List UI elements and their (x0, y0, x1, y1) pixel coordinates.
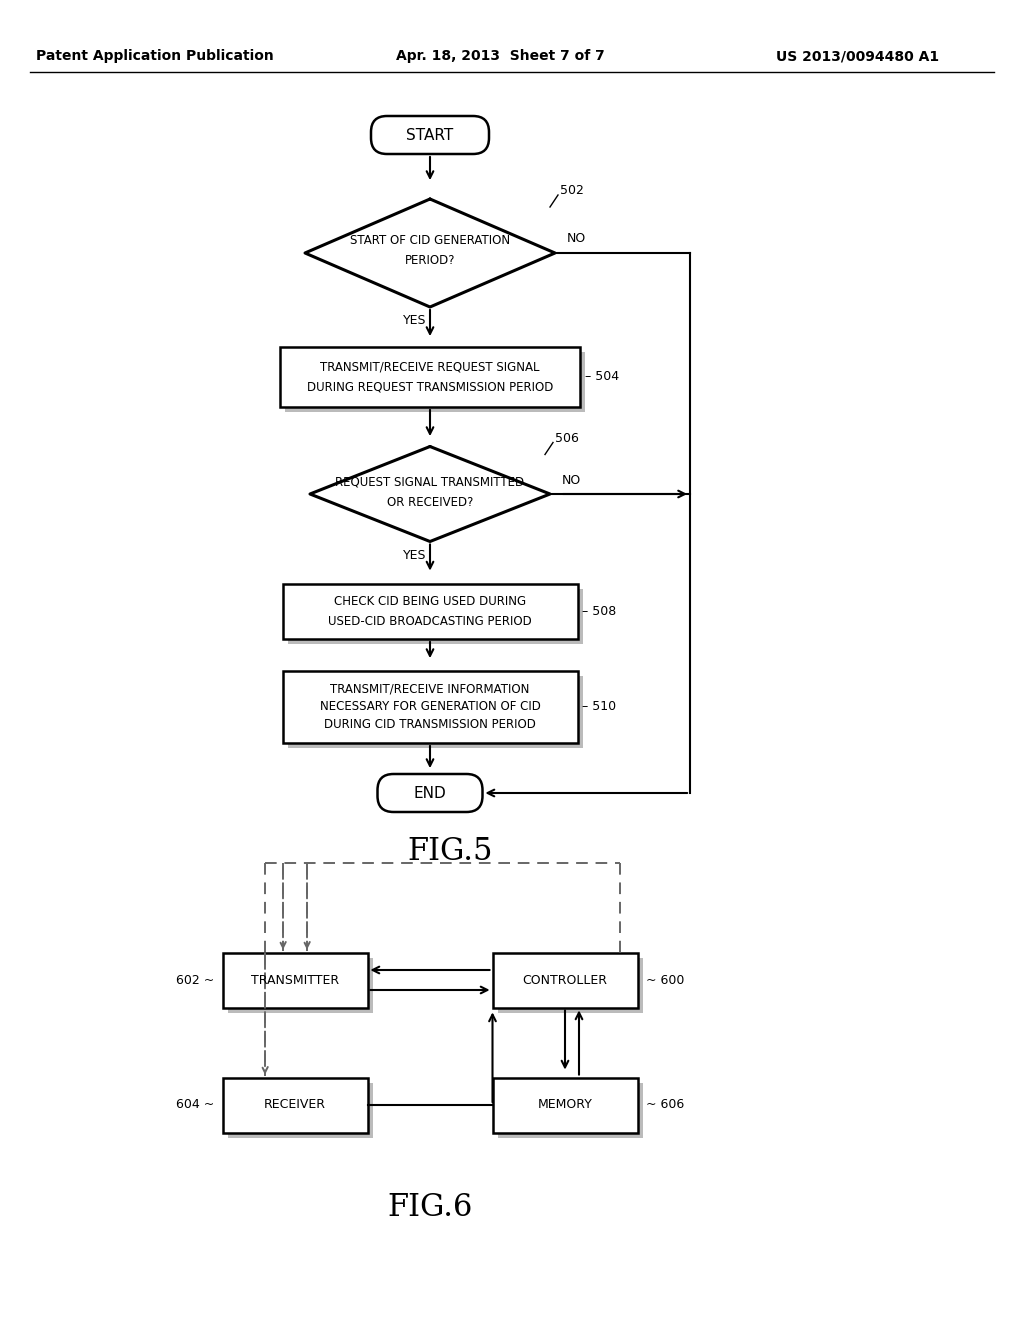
FancyBboxPatch shape (371, 116, 489, 154)
Text: REQUEST SIGNAL TRANSMITTED: REQUEST SIGNAL TRANSMITTED (336, 475, 524, 488)
Text: CHECK CID BEING USED DURING: CHECK CID BEING USED DURING (334, 595, 526, 609)
Text: DURING CID TRANSMISSION PERIOD: DURING CID TRANSMISSION PERIOD (324, 718, 536, 731)
Text: RECEIVER: RECEIVER (264, 1098, 326, 1111)
Text: TRANSMIT/RECEIVE REQUEST SIGNAL: TRANSMIT/RECEIVE REQUEST SIGNAL (321, 360, 540, 374)
FancyBboxPatch shape (222, 953, 368, 1007)
Text: DURING REQUEST TRANSMISSION PERIOD: DURING REQUEST TRANSMISSION PERIOD (307, 380, 553, 393)
Text: 502: 502 (560, 185, 584, 198)
FancyBboxPatch shape (493, 1077, 638, 1133)
Text: FIG.5: FIG.5 (408, 836, 493, 866)
Text: – 508: – 508 (583, 605, 616, 618)
Polygon shape (310, 446, 550, 541)
FancyBboxPatch shape (222, 1077, 368, 1133)
Text: NECESSARY FOR GENERATION OF CID: NECESSARY FOR GENERATION OF CID (319, 701, 541, 714)
Text: 604 ~: 604 ~ (176, 1098, 214, 1111)
Text: ~ 600: ~ 600 (645, 974, 684, 986)
Text: MEMORY: MEMORY (538, 1098, 593, 1111)
Text: US 2013/0094480 A1: US 2013/0094480 A1 (776, 49, 940, 63)
Text: START OF CID GENERATION: START OF CID GENERATION (350, 235, 510, 248)
Text: – 510: – 510 (583, 701, 616, 714)
Text: Patent Application Publication: Patent Application Publication (36, 49, 273, 63)
FancyBboxPatch shape (378, 774, 482, 812)
FancyBboxPatch shape (283, 671, 578, 743)
Text: CONTROLLER: CONTROLLER (522, 974, 607, 986)
Polygon shape (305, 199, 555, 308)
Text: YES: YES (403, 549, 427, 562)
FancyBboxPatch shape (285, 352, 585, 412)
FancyBboxPatch shape (493, 953, 638, 1007)
Text: NO: NO (567, 232, 587, 246)
FancyBboxPatch shape (280, 347, 580, 407)
FancyBboxPatch shape (283, 583, 578, 639)
Text: TRANSMITTER: TRANSMITTER (251, 974, 339, 986)
Text: NO: NO (562, 474, 582, 487)
Text: 602 ~: 602 ~ (176, 974, 214, 986)
FancyBboxPatch shape (498, 1082, 642, 1138)
Text: Apr. 18, 2013  Sheet 7 of 7: Apr. 18, 2013 Sheet 7 of 7 (395, 49, 604, 63)
FancyBboxPatch shape (288, 676, 583, 748)
Text: FIG.6: FIG.6 (387, 1192, 473, 1224)
FancyBboxPatch shape (288, 589, 583, 644)
FancyBboxPatch shape (227, 1082, 373, 1138)
Text: PERIOD?: PERIOD? (404, 255, 456, 268)
Text: YES: YES (403, 314, 427, 327)
Text: 506: 506 (555, 432, 579, 445)
FancyBboxPatch shape (227, 957, 373, 1012)
Text: ~ 606: ~ 606 (645, 1098, 684, 1111)
Text: START: START (407, 128, 454, 143)
FancyBboxPatch shape (498, 957, 642, 1012)
Text: END: END (414, 785, 446, 800)
Text: USED-CID BROADCASTING PERIOD: USED-CID BROADCASTING PERIOD (328, 615, 531, 628)
Text: – 504: – 504 (585, 371, 620, 384)
Text: TRANSMIT/RECEIVE INFORMATION: TRANSMIT/RECEIVE INFORMATION (331, 682, 529, 696)
Text: OR RECEIVED?: OR RECEIVED? (387, 495, 473, 508)
